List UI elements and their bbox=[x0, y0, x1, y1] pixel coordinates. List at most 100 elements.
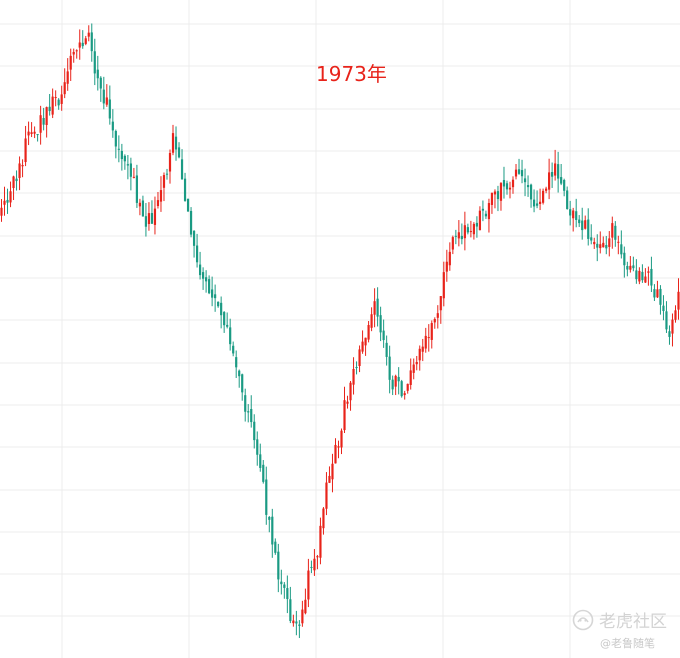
candle-body bbox=[511, 179, 515, 188]
candle-body bbox=[581, 220, 584, 231]
tiger-logo-icon bbox=[572, 609, 594, 630]
candle bbox=[662, 295, 665, 321]
candle bbox=[514, 164, 518, 180]
candle-body bbox=[259, 454, 262, 468]
candle-body bbox=[626, 265, 629, 270]
candle-body bbox=[165, 173, 169, 175]
candle-body bbox=[63, 82, 66, 95]
candle-body bbox=[66, 71, 69, 84]
candle bbox=[129, 157, 132, 191]
candle-body bbox=[331, 463, 334, 480]
candle-body bbox=[310, 566, 313, 568]
candle-body bbox=[171, 133, 175, 153]
candle-body bbox=[177, 147, 181, 158]
candle bbox=[286, 575, 289, 614]
candle bbox=[433, 317, 436, 329]
candle bbox=[30, 122, 33, 138]
candle-body bbox=[623, 252, 626, 266]
candle-body bbox=[367, 325, 370, 340]
candle bbox=[268, 516, 271, 533]
candle bbox=[364, 337, 367, 356]
candle bbox=[511, 176, 515, 194]
candlestick-series bbox=[0, 23, 680, 639]
candle bbox=[201, 267, 205, 290]
candle bbox=[563, 178, 566, 197]
candle-body bbox=[217, 301, 220, 307]
candle-body bbox=[343, 400, 346, 431]
candle bbox=[280, 569, 283, 595]
candle-body bbox=[538, 201, 542, 205]
candle-body bbox=[147, 213, 151, 225]
candle bbox=[21, 159, 24, 178]
candle bbox=[120, 143, 123, 171]
candle bbox=[229, 318, 232, 351]
candle-body bbox=[271, 516, 274, 545]
candle bbox=[370, 307, 373, 332]
candle-body bbox=[514, 169, 518, 177]
candle bbox=[198, 251, 202, 280]
candle bbox=[90, 23, 93, 62]
candle-body bbox=[265, 479, 268, 515]
candle-body bbox=[244, 395, 247, 412]
candle bbox=[259, 443, 262, 472]
candle-body bbox=[472, 223, 475, 235]
candle-body bbox=[307, 570, 310, 600]
candle-body bbox=[454, 235, 457, 237]
candle bbox=[523, 168, 527, 197]
candle bbox=[406, 383, 409, 394]
candle-body bbox=[132, 176, 135, 178]
candle bbox=[538, 188, 542, 211]
candle bbox=[415, 355, 418, 371]
candle bbox=[671, 313, 674, 347]
candle-body bbox=[545, 188, 548, 191]
candle bbox=[430, 320, 433, 349]
candle bbox=[262, 460, 265, 484]
candle bbox=[358, 345, 361, 373]
candle-body bbox=[27, 131, 30, 136]
candle bbox=[644, 268, 647, 283]
candle-body bbox=[322, 508, 325, 529]
candle-body bbox=[195, 245, 199, 263]
candle bbox=[27, 121, 30, 146]
candle bbox=[87, 25, 90, 42]
candle-body bbox=[557, 164, 560, 179]
candle bbox=[54, 90, 57, 107]
candle-body bbox=[114, 131, 117, 147]
candle bbox=[328, 466, 331, 484]
candle bbox=[156, 191, 160, 209]
candle bbox=[385, 335, 388, 366]
candle bbox=[331, 453, 334, 493]
candle-body bbox=[156, 200, 160, 207]
candle-body bbox=[529, 184, 533, 200]
candle bbox=[316, 554, 319, 570]
candle-body bbox=[517, 169, 521, 174]
candle-body bbox=[647, 271, 650, 273]
candle-body bbox=[617, 241, 620, 243]
candle bbox=[605, 236, 608, 255]
candle bbox=[457, 220, 460, 247]
candle-body bbox=[286, 588, 289, 600]
candle-body bbox=[93, 51, 96, 74]
candle-body bbox=[502, 180, 506, 187]
candle-body bbox=[346, 401, 349, 404]
candle-body bbox=[283, 584, 286, 588]
candle bbox=[376, 287, 379, 327]
candle-body bbox=[572, 210, 575, 219]
candle-body bbox=[138, 202, 142, 207]
candle-body bbox=[674, 310, 677, 320]
candle bbox=[617, 235, 620, 255]
candle-body bbox=[72, 51, 75, 55]
candle bbox=[409, 358, 412, 390]
candle bbox=[180, 149, 184, 180]
candle bbox=[337, 440, 340, 459]
candle bbox=[307, 558, 310, 608]
candle-body bbox=[105, 97, 108, 105]
candle bbox=[499, 182, 503, 211]
candle-body bbox=[316, 556, 319, 558]
candle-body bbox=[602, 242, 605, 248]
candle bbox=[69, 48, 72, 81]
candle bbox=[545, 186, 548, 194]
candle-body bbox=[208, 279, 211, 294]
candle bbox=[165, 168, 169, 180]
